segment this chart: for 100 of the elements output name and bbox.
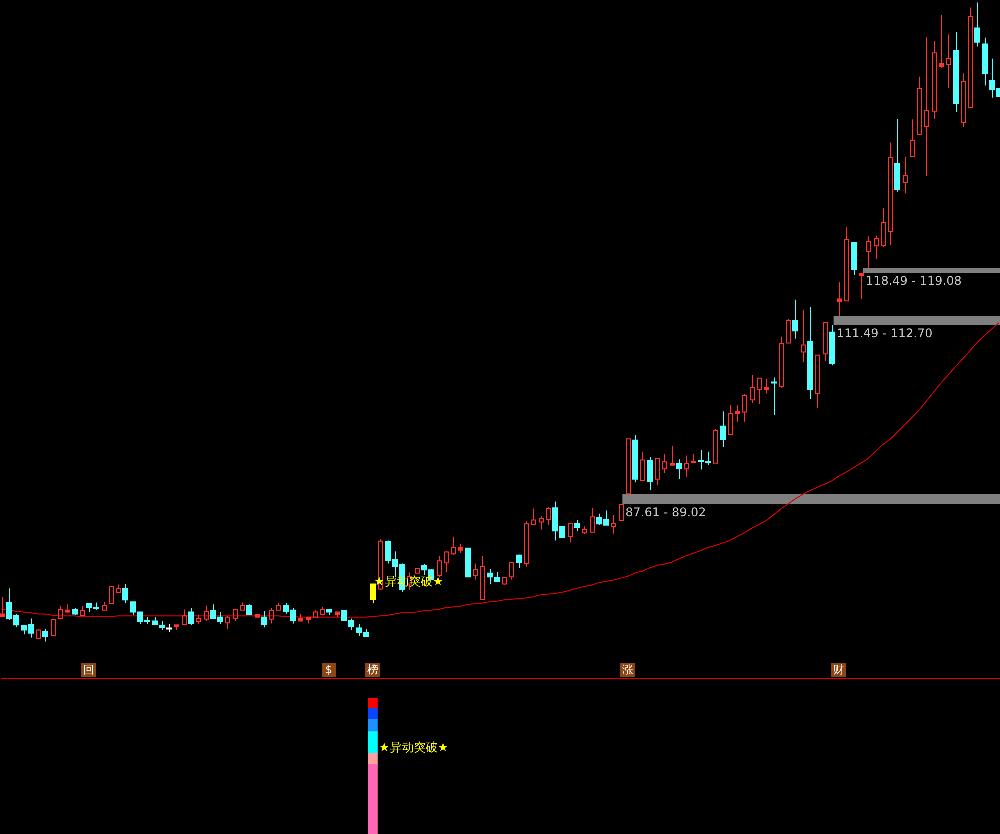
candlestick (488, 568, 494, 585)
candlestick (196, 615, 201, 625)
candlestick (306, 616, 311, 624)
candlestick (335, 612, 340, 618)
candlestick (670, 446, 675, 466)
candlestick (974, 2, 980, 48)
candlestick (451, 536, 456, 556)
candlestick (961, 73, 966, 128)
candlestick (742, 394, 747, 424)
candlestick (691, 454, 696, 464)
candlestick (946, 34, 951, 89)
candlestick (574, 520, 580, 532)
candlestick (815, 354, 820, 409)
x-tick-label: 回 (84, 663, 94, 676)
candlestick (837, 281, 842, 317)
candlestick (648, 456, 654, 491)
candlestick (684, 455, 689, 478)
annotation: ★异动突破★ (379, 740, 449, 754)
candlestick (320, 606, 325, 616)
candlestick (262, 610, 268, 628)
candlestick (225, 616, 230, 630)
candlestick (894, 118, 900, 192)
candlestick (182, 609, 187, 625)
candlestick (458, 543, 463, 554)
candlestick (326, 609, 332, 616)
candlestick (494, 572, 500, 582)
candlestick (852, 242, 858, 276)
candlestick (874, 235, 879, 260)
candlestick (255, 614, 260, 618)
candlestick (888, 142, 893, 246)
candlestick (801, 310, 806, 363)
candlestick (65, 604, 70, 614)
candlestick (51, 619, 56, 636)
candlestick (859, 272, 864, 300)
candlestick (954, 32, 960, 112)
candlestick (655, 458, 660, 486)
candlestick (269, 608, 274, 624)
candlestick (42, 629, 48, 642)
candlestick (713, 429, 718, 464)
candlestick (866, 236, 871, 270)
candlestick (166, 624, 172, 633)
candlestick (844, 227, 849, 302)
candlestick (910, 119, 915, 158)
x-tick-label: 涨 (622, 663, 634, 676)
candlestick (662, 454, 667, 474)
candlestick (632, 434, 638, 484)
candlestick (80, 606, 85, 616)
candlestick (516, 554, 522, 569)
candlestick (590, 508, 595, 533)
candlestick (122, 584, 128, 604)
candlestick (313, 610, 318, 618)
candlestick (750, 374, 755, 404)
x-tick-label: $ (326, 663, 332, 676)
candlestick (640, 451, 645, 482)
candlestick (160, 620, 166, 631)
candlestick (728, 404, 733, 436)
candlestick (808, 307, 814, 400)
candlestick (233, 609, 238, 622)
band-label: 87.61 - 89.02 (626, 505, 706, 520)
candlestick (109, 586, 114, 604)
candlestick (204, 605, 209, 622)
candlestick (444, 550, 449, 573)
candlestick (36, 629, 41, 640)
band-label: 111.49 - 112.70 (836, 326, 933, 341)
candlestick (772, 377, 778, 416)
candlestick (939, 14, 944, 70)
candlestick (582, 526, 587, 535)
band-label: 118.49 - 119.08 (866, 274, 962, 288)
candlestick (246, 604, 252, 616)
candlestick (531, 508, 536, 526)
candlestick (437, 556, 442, 578)
candlestick (188, 608, 194, 626)
candlestick (480, 556, 485, 600)
candlestick (932, 40, 937, 120)
candlestick (58, 606, 63, 620)
candlestick (539, 516, 544, 530)
x-tick-label: 榜 (368, 663, 378, 676)
candlestick (298, 614, 303, 622)
candlestick (823, 322, 828, 362)
candlestick (903, 156, 908, 194)
candlestick (619, 504, 624, 522)
candlestick (611, 514, 616, 535)
candlestick (509, 562, 514, 580)
candlestick (116, 584, 121, 593)
candlestick (757, 378, 762, 404)
candlestick (276, 602, 281, 611)
candlestick (982, 37, 988, 86)
candlestick (792, 299, 798, 340)
candlestick (924, 36, 929, 178)
candlestick (546, 507, 551, 526)
candlestick (370, 584, 376, 604)
candlestick (881, 208, 886, 248)
candlestick (779, 336, 784, 389)
x-tick-label: 财 (834, 663, 844, 676)
candlestick (524, 521, 529, 568)
candlestick (830, 324, 836, 366)
candlestick (473, 563, 478, 580)
candlestick (786, 318, 791, 344)
candlestick (466, 548, 472, 578)
candlestick (720, 411, 726, 448)
